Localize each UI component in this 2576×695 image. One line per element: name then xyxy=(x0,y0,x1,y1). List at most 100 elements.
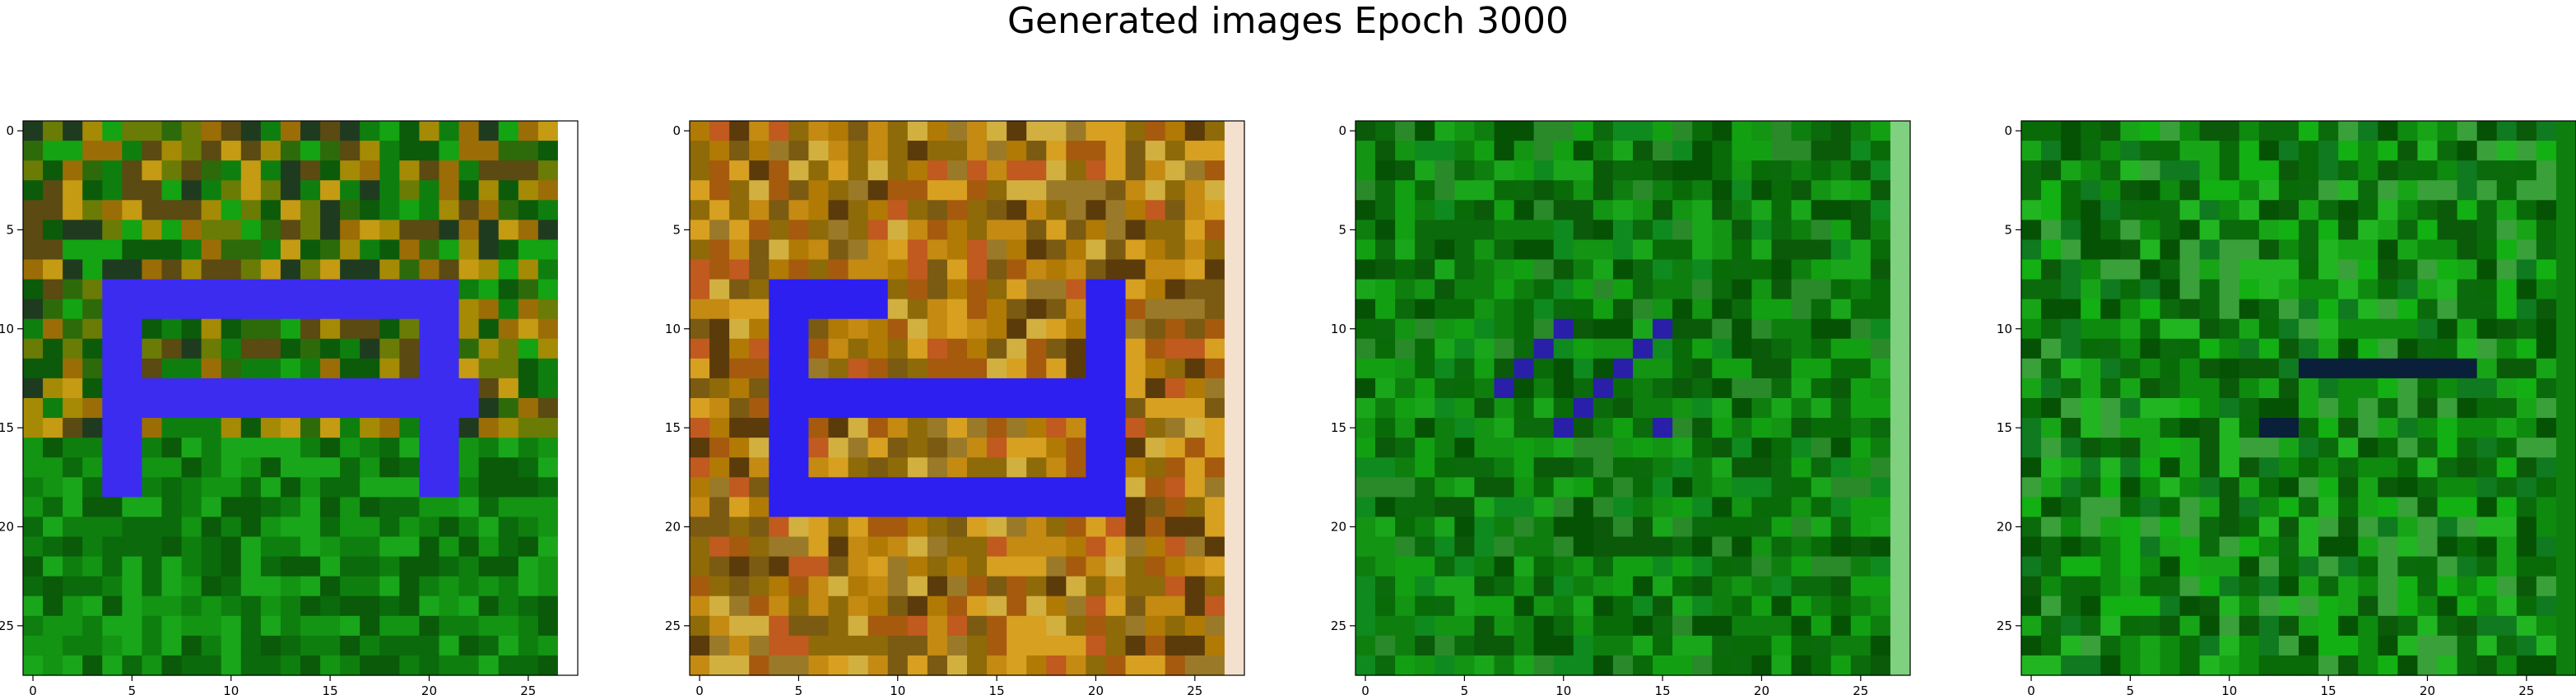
heatmap-cell xyxy=(1672,239,1693,261)
heatmap-cell xyxy=(2239,438,2260,458)
heatmap-cell xyxy=(709,318,730,340)
heatmap-cell xyxy=(2081,418,2101,438)
heatmap-cell xyxy=(1850,358,1872,379)
heatmap-cell xyxy=(2358,477,2378,498)
heatmap-cell xyxy=(1692,358,1713,379)
heatmap-cell xyxy=(2378,457,2398,478)
heatmap-cell xyxy=(1830,438,1852,458)
heatmap-cell xyxy=(2081,180,2101,201)
heatmap-cell xyxy=(2437,438,2458,458)
heatmap-cell xyxy=(2100,418,2121,438)
heatmap-cell xyxy=(1612,160,1634,181)
heatmap-cell xyxy=(1165,655,1186,676)
heatmap-cell xyxy=(1890,635,1911,656)
heatmap-cell xyxy=(1026,398,1047,419)
heatmap-cell xyxy=(907,536,928,558)
heatmap-cell xyxy=(1224,299,1245,320)
heatmap-cell xyxy=(478,418,500,438)
heatmap-cell xyxy=(2476,438,2498,458)
heatmap-cell xyxy=(122,517,143,538)
heatmap-cell xyxy=(1692,398,1713,419)
heatmap-cell xyxy=(478,438,500,458)
heatmap-cell xyxy=(1533,338,1555,359)
heatmap-cell xyxy=(2299,318,2319,340)
heatmap-cell xyxy=(1751,497,1773,518)
heatmap-cell xyxy=(537,398,559,419)
heatmap-cell xyxy=(1105,378,1127,399)
heatmap-cell xyxy=(1086,398,1107,419)
heatmap-cell xyxy=(2120,239,2141,261)
heatmap-cell xyxy=(82,338,103,359)
heatmap-cell xyxy=(1870,180,1891,201)
heatmap-cell xyxy=(240,318,262,340)
heatmap-cell xyxy=(1514,200,1535,220)
heatmap-cell xyxy=(946,358,968,379)
heatmap-cell xyxy=(260,338,281,359)
heatmap-cell xyxy=(828,299,849,320)
heatmap-cell xyxy=(2199,418,2220,438)
heatmap-cell xyxy=(749,655,770,676)
heatmap-cell xyxy=(1533,141,1555,161)
heatmap-cell xyxy=(2555,358,2576,379)
heatmap-cell xyxy=(557,259,579,280)
heatmap-cell xyxy=(63,378,83,399)
heatmap-cell xyxy=(887,556,909,577)
heatmap-cell xyxy=(1771,457,1793,478)
heatmap-cell xyxy=(2219,200,2240,220)
heatmap-cell xyxy=(537,378,559,399)
heatmap-cell xyxy=(557,338,579,359)
heatmap-cell xyxy=(1593,200,1614,220)
heatmap-cell xyxy=(848,497,869,518)
heatmap-cell xyxy=(478,141,500,161)
heatmap-cell xyxy=(808,180,830,201)
heatmap-cell xyxy=(379,220,400,241)
heatmap-cell xyxy=(1692,418,1713,438)
heatmap-cell xyxy=(360,318,380,340)
heatmap-cell xyxy=(1026,299,1047,320)
heatmap-cell xyxy=(1204,497,1225,518)
heatmap-cell xyxy=(1046,497,1067,518)
heatmap-cell xyxy=(439,418,460,438)
heatmap-cell xyxy=(1751,655,1773,676)
heatmap-cell xyxy=(201,655,222,676)
heatmap-cell xyxy=(1494,615,1515,637)
x-tick-label: 25 xyxy=(520,683,536,695)
heatmap-cell xyxy=(1086,477,1107,498)
heatmap-cell xyxy=(1791,635,1812,656)
heatmap-cell xyxy=(2219,655,2240,676)
heatmap-cell xyxy=(1712,299,1732,320)
heatmap-cell xyxy=(2081,299,2101,320)
heatmap-cell xyxy=(709,517,730,538)
heatmap-cell xyxy=(1355,338,1376,359)
heatmap-cell xyxy=(1165,615,1186,637)
heatmap-cell xyxy=(1692,121,1713,141)
heatmap-cell xyxy=(2061,576,2081,597)
heatmap-cell xyxy=(1593,299,1614,320)
heatmap-cell xyxy=(518,536,539,558)
heatmap-cell xyxy=(102,595,123,617)
heatmap-cell xyxy=(749,358,770,379)
heatmap-cell xyxy=(1870,615,1891,637)
heatmap-cell xyxy=(2120,497,2141,518)
heatmap-cell xyxy=(749,279,770,300)
heatmap-cell xyxy=(498,121,519,141)
heatmap-cell xyxy=(2081,517,2101,538)
heatmap-cell xyxy=(221,239,242,261)
heatmap-cell xyxy=(161,635,183,656)
heatmap-cell xyxy=(1125,160,1146,181)
heatmap-cell xyxy=(2120,595,2141,617)
heatmap-cell xyxy=(690,655,710,676)
heatmap-cell xyxy=(1553,635,1574,656)
heatmap-cell xyxy=(63,615,83,637)
heatmap-cell xyxy=(2278,279,2299,300)
heatmap-cell xyxy=(1046,438,1067,458)
heatmap-cell xyxy=(690,398,710,419)
heatmap-cell xyxy=(2358,595,2378,617)
heatmap-cell xyxy=(2021,121,2042,141)
heatmap-cell xyxy=(498,358,519,379)
heatmap-cell xyxy=(1046,457,1067,478)
heatmap-cell xyxy=(1125,299,1146,320)
heatmap-cell xyxy=(2081,220,2101,241)
heatmap-cell xyxy=(1633,299,1653,320)
heatmap-cell xyxy=(1791,338,1812,359)
